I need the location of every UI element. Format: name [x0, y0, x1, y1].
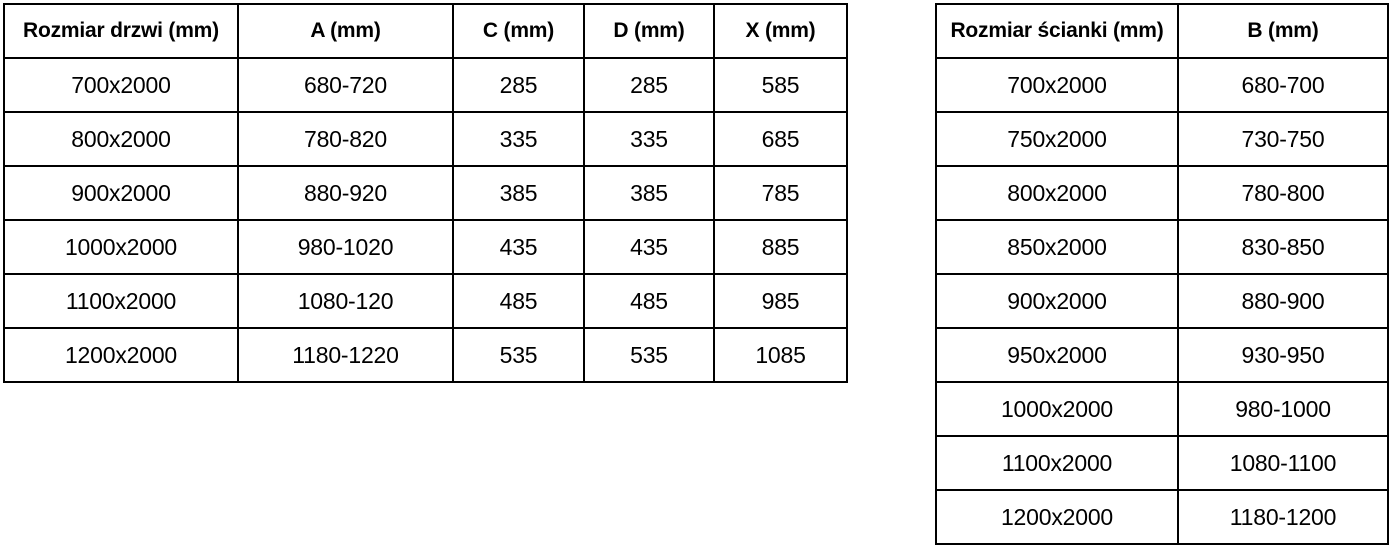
- cell-wall-size: 1000x2000: [935, 381, 1179, 437]
- table-row: 950x2000 930-950: [935, 327, 1389, 383]
- cell-d: 435: [583, 219, 715, 275]
- cell-a: 980-1020: [237, 219, 454, 275]
- cell-door-size: 700x2000: [3, 57, 239, 113]
- cell-a: 1180-1220: [237, 327, 454, 383]
- wall-table-body: 700x2000 680-700 750x2000 730-750 800x20…: [935, 57, 1389, 545]
- cell-wall-size: 700x2000: [935, 57, 1179, 113]
- column-header-x: X (mm): [713, 3, 848, 59]
- cell-wall-size: 1100x2000: [935, 435, 1179, 491]
- cell-d: 285: [583, 57, 715, 113]
- cell-b: 830-850: [1177, 219, 1389, 275]
- cell-door-size: 1200x2000: [3, 327, 239, 383]
- table-row: 800x2000 780-800: [935, 165, 1389, 221]
- table-row: 1000x2000 980-1000: [935, 381, 1389, 437]
- cell-a: 780-820: [237, 111, 454, 167]
- table-row: 900x2000 880-900: [935, 273, 1389, 329]
- cell-x: 885: [713, 219, 848, 275]
- table-row: 800x2000 780-820 335 335 685: [3, 111, 848, 167]
- cell-c: 535: [452, 327, 585, 383]
- table-row: 1200x2000 1180-1220 535 535 1085: [3, 327, 848, 383]
- cell-b: 1080-1100: [1177, 435, 1389, 491]
- wall-table-header: Rozmiar ścianki (mm) B (mm): [935, 3, 1389, 59]
- column-header-door-size: Rozmiar drzwi (mm): [3, 3, 239, 59]
- wall-spec-table: Rozmiar ścianki (mm) B (mm) 700x2000 680…: [935, 3, 1389, 545]
- column-header-d: D (mm): [583, 3, 715, 59]
- table-row: 850x2000 830-850: [935, 219, 1389, 275]
- table-row: 1200x2000 1180-1200: [935, 489, 1389, 545]
- cell-door-size: 800x2000: [3, 111, 239, 167]
- cell-x: 985: [713, 273, 848, 329]
- cell-door-size: 900x2000: [3, 165, 239, 221]
- cell-a: 680-720: [237, 57, 454, 113]
- table-header-row: Rozmiar drzwi (mm) A (mm) C (mm) D (mm) …: [3, 3, 848, 59]
- cell-c: 335: [452, 111, 585, 167]
- doors-spec-table: Rozmiar drzwi (mm) A (mm) C (mm) D (mm) …: [3, 3, 848, 383]
- cell-d: 535: [583, 327, 715, 383]
- table-row: 700x2000 680-720 285 285 585: [3, 57, 848, 113]
- doors-table-body: 700x2000 680-720 285 285 585 800x2000 78…: [3, 57, 848, 383]
- column-header-wall-size: Rozmiar ścianki (mm): [935, 3, 1179, 59]
- cell-d: 485: [583, 273, 715, 329]
- cell-b: 930-950: [1177, 327, 1389, 383]
- cell-b: 680-700: [1177, 57, 1389, 113]
- table-row: 700x2000 680-700: [935, 57, 1389, 113]
- cell-wall-size: 850x2000: [935, 219, 1179, 275]
- column-header-b: B (mm): [1177, 3, 1389, 59]
- column-header-a: A (mm): [237, 3, 454, 59]
- table-row: 1100x2000 1080-1100: [935, 435, 1389, 491]
- table-row: 900x2000 880-920 385 385 785: [3, 165, 848, 221]
- doors-table-header: Rozmiar drzwi (mm) A (mm) C (mm) D (mm) …: [3, 3, 848, 59]
- cell-x: 785: [713, 165, 848, 221]
- table-row: 1000x2000 980-1020 435 435 885: [3, 219, 848, 275]
- cell-b: 880-900: [1177, 273, 1389, 329]
- cell-wall-size: 750x2000: [935, 111, 1179, 167]
- table-row: 750x2000 730-750: [935, 111, 1389, 167]
- cell-wall-size: 800x2000: [935, 165, 1179, 221]
- cell-x: 585: [713, 57, 848, 113]
- cell-wall-size: 1200x2000: [935, 489, 1179, 545]
- cell-c: 435: [452, 219, 585, 275]
- cell-d: 335: [583, 111, 715, 167]
- cell-b: 1180-1200: [1177, 489, 1389, 545]
- cell-c: 485: [452, 273, 585, 329]
- cell-b: 730-750: [1177, 111, 1389, 167]
- cell-c: 285: [452, 57, 585, 113]
- table-header-row: Rozmiar ścianki (mm) B (mm): [935, 3, 1389, 59]
- column-header-c: C (mm): [452, 3, 585, 59]
- cell-c: 385: [452, 165, 585, 221]
- cell-x: 685: [713, 111, 848, 167]
- cell-wall-size: 950x2000: [935, 327, 1179, 383]
- cell-d: 385: [583, 165, 715, 221]
- cell-wall-size: 900x2000: [935, 273, 1179, 329]
- cell-x: 1085: [713, 327, 848, 383]
- table-row: 1100x2000 1080-120 485 485 985: [3, 273, 848, 329]
- cell-door-size: 1000x2000: [3, 219, 239, 275]
- cell-door-size: 1100x2000: [3, 273, 239, 329]
- cell-b: 780-800: [1177, 165, 1389, 221]
- cell-a: 1080-120: [237, 273, 454, 329]
- cell-b: 980-1000: [1177, 381, 1389, 437]
- cell-a: 880-920: [237, 165, 454, 221]
